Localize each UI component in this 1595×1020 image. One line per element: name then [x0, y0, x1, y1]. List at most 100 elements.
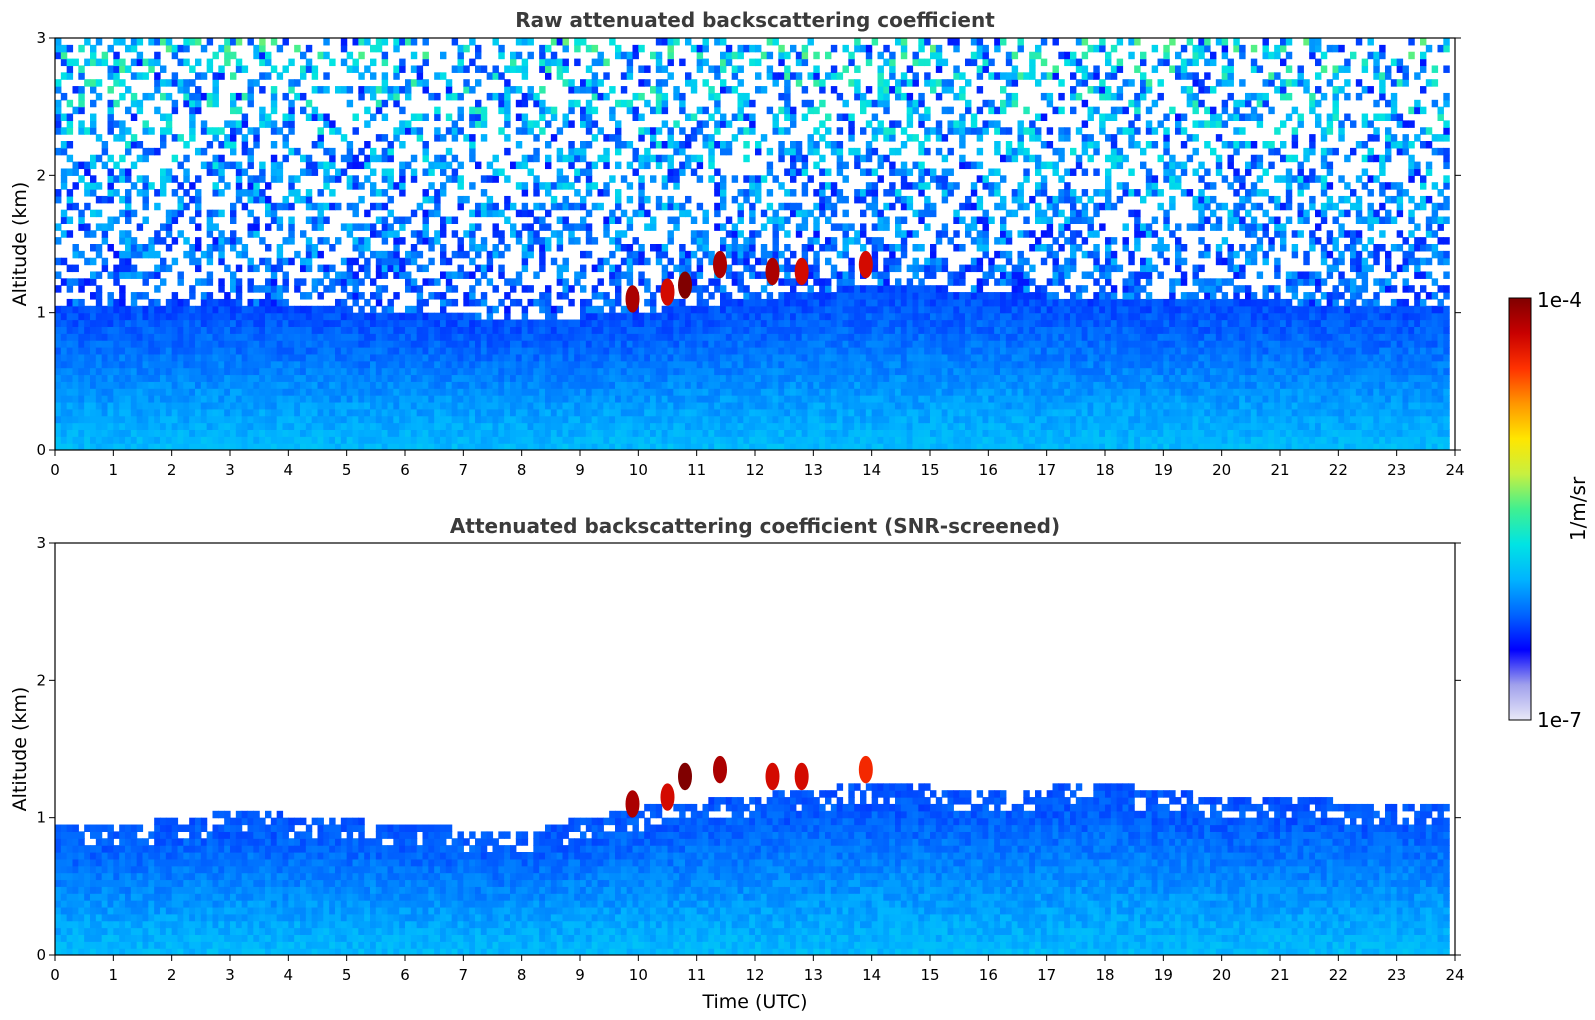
heatmap-cell [609, 106, 616, 115]
heatmap-cell [661, 141, 669, 149]
heatmap-cell [113, 415, 120, 424]
heatmap-cell [562, 175, 569, 183]
heatmap-cell [370, 223, 377, 231]
heatmap-cell [195, 415, 202, 424]
heatmap-cell [305, 257, 313, 266]
heatmap-cell [469, 381, 476, 389]
heatmap-cell [620, 415, 628, 424]
heatmap-cell [661, 250, 669, 259]
heatmap-cell [533, 319, 540, 327]
heatmap-cell [655, 436, 663, 444]
heatmap-cell [200, 147, 208, 156]
heatmap-cell [533, 353, 540, 362]
heatmap-cell [101, 408, 109, 417]
heatmap-cell [801, 388, 809, 396]
heatmap-cell [807, 141, 814, 149]
heatmap-cell [300, 312, 307, 321]
heatmap-cell [393, 182, 400, 190]
heatmap-cell [550, 326, 558, 334]
heatmap-cell [690, 134, 698, 142]
heatmap-cell [78, 415, 85, 424]
heatmap-cell [148, 347, 155, 355]
heatmap-cell [200, 401, 208, 410]
heatmap-cell [521, 244, 529, 252]
heatmap-cell [545, 298, 552, 307]
heatmap-cell [801, 86, 809, 94]
heatmap-cell [346, 422, 354, 430]
heatmap-cell [422, 422, 429, 430]
heatmap-cell [825, 429, 832, 437]
heatmap-cell [574, 44, 581, 53]
heatmap-cell [469, 154, 476, 163]
heatmap-cell [626, 250, 634, 259]
heatmap-cell [230, 436, 237, 444]
heatmap-cell [154, 312, 161, 321]
heatmap-cell [679, 374, 686, 382]
heatmap-cell [189, 79, 196, 87]
heatmap-cell [265, 72, 272, 80]
heatmap-cell [352, 401, 359, 410]
heatmap-cell [515, 161, 523, 170]
heatmap-cell [515, 298, 523, 307]
heatmap-cell [504, 353, 511, 362]
heatmap-cell [545, 319, 552, 327]
heatmap-cell [154, 401, 161, 410]
heatmap-cell [708, 305, 715, 314]
heatmap-cell [451, 298, 459, 307]
heatmap-cell [66, 319, 74, 327]
heatmap-cell [294, 147, 301, 156]
heatmap-cell [568, 298, 575, 307]
heatmap-cell [119, 175, 126, 183]
heatmap-cell [212, 422, 219, 430]
heatmap-cell [136, 72, 144, 80]
heatmap-cell [294, 388, 301, 396]
heatmap-cell [101, 237, 109, 245]
heatmap-cell [177, 58, 184, 67]
heatmap-cell [790, 401, 797, 410]
heatmap-cell [469, 147, 476, 156]
heatmap-cell [480, 202, 488, 211]
heatmap-cell [247, 340, 254, 348]
heatmap-cell [410, 360, 418, 369]
heatmap-cell [790, 415, 797, 424]
heatmap-cell [259, 381, 266, 389]
heatmap-cell [422, 395, 429, 403]
heatmap-cell [440, 443, 447, 450]
heatmap-cell [410, 305, 418, 314]
heatmap-cell [498, 92, 505, 101]
heatmap-cell [585, 326, 593, 334]
heatmap-cell [195, 381, 202, 389]
heatmap-cell [55, 79, 62, 87]
heatmap-cell [381, 86, 389, 94]
heatmap-cell [673, 326, 680, 334]
heatmap-cell [130, 374, 138, 382]
heatmap-cell [410, 51, 418, 60]
heatmap-cell [288, 374, 295, 382]
heatmap-cell [218, 161, 225, 170]
heatmap-cell [130, 244, 138, 252]
heatmap-cell [136, 319, 144, 327]
heatmap-cell [527, 230, 534, 238]
heatmap-cell [189, 415, 196, 424]
heatmap-cell [78, 312, 85, 321]
heatmap-cell [329, 154, 336, 163]
heatmap-cell [270, 443, 278, 450]
heatmap-cell [696, 347, 704, 355]
heatmap-cell [235, 429, 243, 437]
heatmap-cell [772, 415, 779, 424]
heatmap-cell [743, 415, 750, 424]
heatmap-cell [498, 106, 505, 115]
heatmap-cell [148, 271, 155, 279]
heatmap-cell [399, 161, 406, 170]
heatmap-cell [125, 271, 132, 279]
heatmap-cell [393, 244, 400, 252]
heatmap-cell [638, 436, 645, 444]
heatmap-cell [725, 319, 733, 327]
heatmap-cell [370, 360, 377, 369]
heatmap-cell [784, 443, 791, 450]
heatmap-cell [807, 401, 814, 410]
heatmap-cell [714, 333, 721, 341]
heatmap-cell [323, 353, 330, 362]
heatmap-cell [305, 216, 313, 224]
heatmap-cell [585, 113, 593, 121]
